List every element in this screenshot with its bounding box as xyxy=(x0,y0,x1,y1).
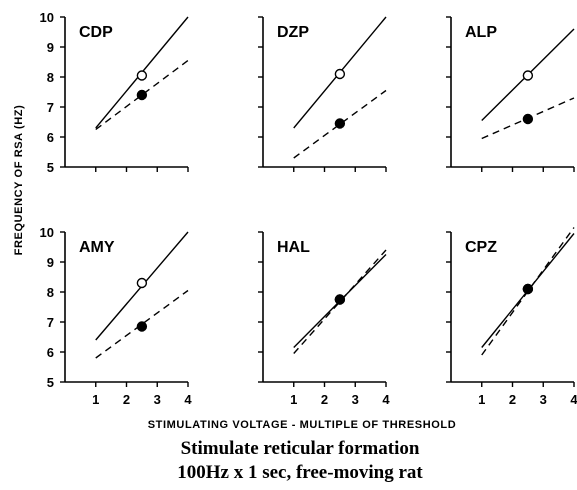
panel-label: ALP xyxy=(465,24,497,41)
x-tick-label: 1 xyxy=(478,392,485,407)
x-axis-title: STIMULATING VOLTAGE - MULTIPLE OF THRESH… xyxy=(148,419,457,431)
x-tick-label: 4 xyxy=(382,392,390,407)
panel-label: AMY xyxy=(79,239,115,256)
data-point-filled xyxy=(136,321,148,332)
y-tick-label: 6 xyxy=(47,130,54,145)
data-point-open xyxy=(136,70,148,81)
panel-alp: ALP xyxy=(446,16,575,172)
x-tick-label: 3 xyxy=(352,392,359,407)
data-point-open xyxy=(136,277,148,289)
data-point-filled xyxy=(522,283,534,295)
y-tick-label: 5 xyxy=(47,375,54,390)
x-tick-label: 2 xyxy=(509,392,516,407)
x-tick-label: 4 xyxy=(570,392,577,407)
y-tick-label: 7 xyxy=(47,315,54,330)
x-tick-label: 1 xyxy=(92,392,99,407)
caption-line-1: Stimulate reticular formation xyxy=(181,438,420,459)
data-point-filled xyxy=(334,118,346,129)
caption-line-2: 100Hz x 1 sec, free-moving rat xyxy=(177,462,423,483)
panel-dzp: DZP xyxy=(258,16,387,172)
y-tick-label: 5 xyxy=(47,160,54,175)
x-tick-label: 3 xyxy=(540,392,547,407)
x-tick-label: 1 xyxy=(290,392,297,407)
panel-label: CDP xyxy=(79,24,113,41)
x-tick-label: 4 xyxy=(184,392,192,407)
panel-hal: 1 2 3 4 HAL xyxy=(258,231,390,407)
y-axis-title: FREQUENCY OF RSA (HZ) xyxy=(13,105,25,256)
y-tick-label: 7 xyxy=(47,100,54,115)
y-tick-label: 9 xyxy=(47,40,54,55)
panel-amy: 5 6 7 8 9 10 1 2 3 4 AMY xyxy=(40,225,193,407)
panel-cdp: 5 6 7 8 9 10 CDP xyxy=(40,10,189,175)
y-tick-label: 10 xyxy=(40,225,54,240)
panel-grid: 5 6 7 8 9 10 CDP DZP ALP 5 6 7 8 9 10 1 2 3 4 AMY 1 2 3 4 HAL 1 2 3… xyxy=(40,10,577,407)
panel-label: DZP xyxy=(277,24,309,41)
data-point-filled xyxy=(334,294,346,305)
panel-label: HAL xyxy=(277,239,310,256)
data-point-open xyxy=(522,70,534,81)
x-tick-label: 3 xyxy=(154,392,161,407)
y-tick-label: 8 xyxy=(47,70,54,85)
series-line-dashed xyxy=(95,59,189,131)
y-tick-label: 10 xyxy=(40,10,54,25)
panel-cpz: 1 2 3 4 CPZ xyxy=(446,227,577,407)
y-tick-label: 9 xyxy=(47,255,54,270)
data-point-filled xyxy=(136,89,148,101)
y-tick-label: 8 xyxy=(47,285,54,300)
x-tick-label: 2 xyxy=(321,392,328,407)
data-point-open xyxy=(334,68,346,80)
panel-label: CPZ xyxy=(465,239,497,256)
y-tick-label: 6 xyxy=(47,345,54,360)
x-tick-label: 2 xyxy=(123,392,130,407)
data-point-filled xyxy=(522,113,534,125)
